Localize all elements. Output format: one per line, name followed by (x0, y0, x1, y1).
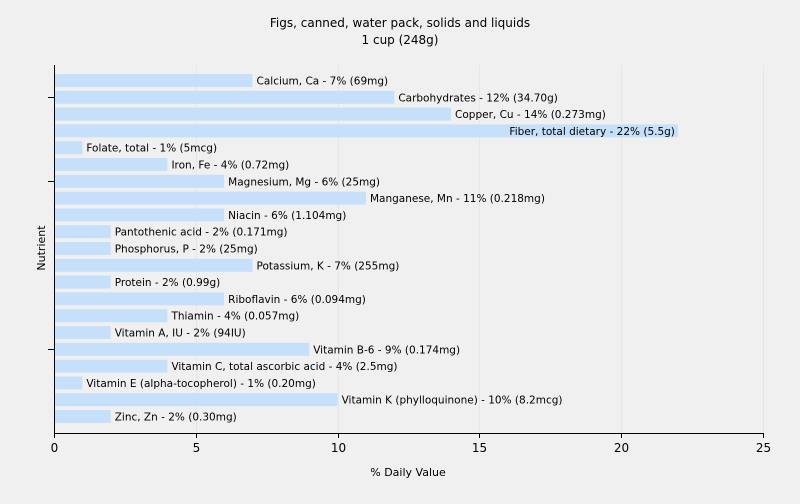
x-tick-label: 0 (51, 441, 59, 455)
bar (55, 107, 452, 121)
bar-label: Manganese, Mn - 11% (0.218mg) (370, 193, 545, 205)
bar (55, 359, 168, 373)
bar (55, 376, 83, 390)
bar (55, 309, 168, 323)
x-tick-label: 15 (472, 441, 487, 455)
bar-label: Protein - 2% (0.99g) (115, 277, 221, 289)
bar-label: Folate, total - 1% (5mcg) (86, 143, 217, 155)
y-axis-label: Nutrient (35, 225, 48, 271)
axes-group: 0 5 10 15 20 25 (48, 65, 771, 455)
bar-label: Niacin - 6% (1.104mg) (228, 210, 346, 222)
x-tick-label: 5 (193, 441, 201, 455)
bar-label: Copper, Cu - 14% (0.273mg) (455, 109, 606, 121)
bar (55, 258, 253, 272)
bar-label: Vitamin K (phylloquinone) - 10% (8.2mcg) (342, 395, 563, 407)
chart-title: Figs, canned, water pack, solids and liq… (270, 16, 530, 30)
bar-label: Pantothenic acid - 2% (0.171mg) (115, 227, 288, 239)
x-tick-label: 10 (331, 441, 346, 455)
bar (55, 191, 366, 205)
bar (55, 74, 253, 87)
bar-label: Carbohydrates - 12% (34.70g) (398, 92, 558, 104)
bar-label: Vitamin A, IU - 2% (94IU) (115, 328, 246, 340)
bar-label: Fiber, total dietary - 22% (5.5g) (509, 126, 674, 138)
bar-label: Magnesium, Mg - 6% (25mg) (228, 176, 380, 188)
x-tick-label: 25 (756, 441, 771, 455)
bar (55, 275, 111, 289)
bar-label: Iron, Fe - 4% (0.72mg) (171, 160, 289, 172)
bar-label: Vitamin B-6 - 9% (0.174mg) (313, 344, 460, 356)
bar (55, 174, 225, 188)
bar (55, 208, 225, 222)
bar-label: Zinc, Zn - 2% (0.30mg) (115, 412, 237, 424)
bar (55, 141, 83, 155)
bar-label: Potassium, K - 7% (255mg) (257, 260, 400, 272)
bar-label: Phosphorus, P - 2% (25mg) (115, 244, 258, 256)
bar (55, 410, 111, 423)
bar (55, 124, 678, 138)
bar (55, 292, 225, 306)
bar-label: Riboflavin - 6% (0.094mg) (228, 294, 366, 306)
bar (55, 326, 111, 339)
bar (55, 90, 395, 104)
bar (55, 342, 310, 356)
bar-label: Vitamin C, total ascorbic acid - 4% (2.5… (171, 361, 397, 373)
x-axis-label: % Daily Value (370, 466, 446, 479)
bar (55, 225, 111, 239)
bar-label: Vitamin E (alpha-tocopherol) - 1% (0.20m… (86, 378, 315, 390)
bar (55, 242, 111, 255)
x-tick-label: 20 (614, 441, 629, 455)
bar (55, 158, 168, 171)
bar (55, 393, 338, 407)
chart-subtitle: 1 cup (248g) (362, 33, 439, 47)
bar-label: Thiamin - 4% (0.057mg) (170, 311, 299, 323)
bars-group: Calcium, Ca - 7% (69mg) Carbohydrates - 1… (55, 74, 678, 424)
bar-label: Calcium, Ca - 7% (69mg) (257, 76, 389, 88)
